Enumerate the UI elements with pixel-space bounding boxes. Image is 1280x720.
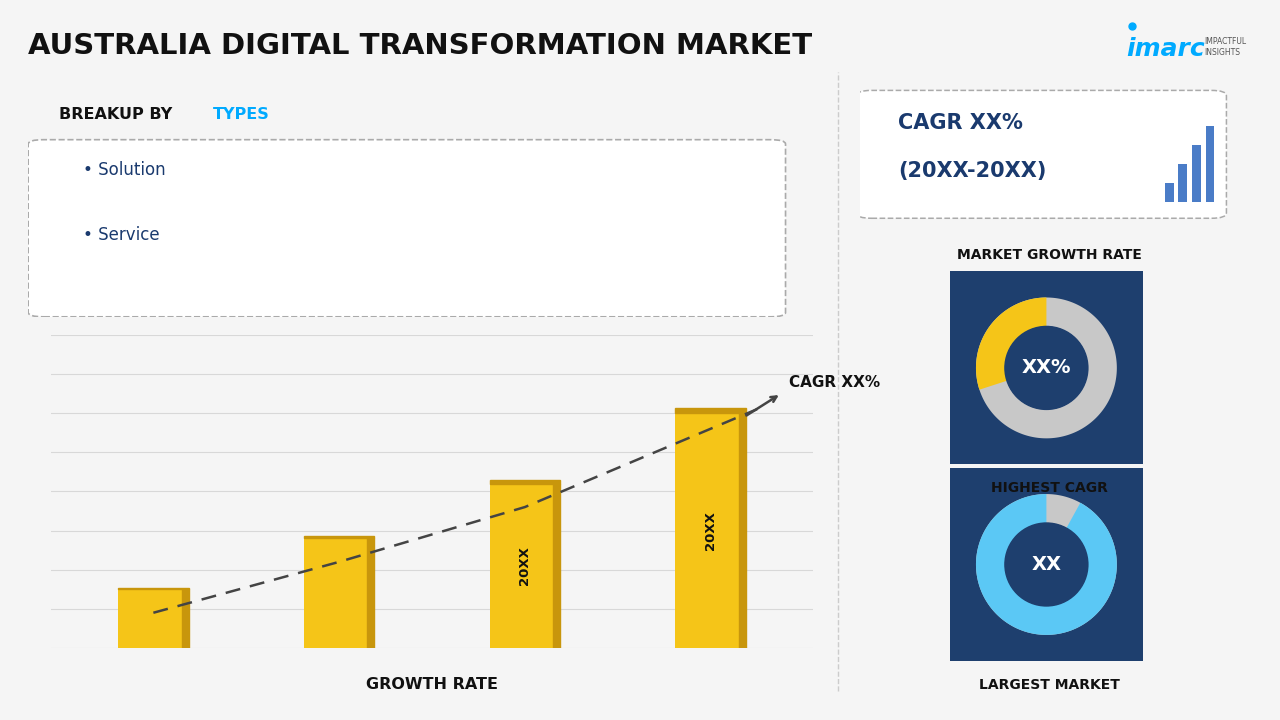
Bar — [676, 408, 746, 413]
Bar — [489, 484, 561, 648]
Bar — [1192, 145, 1201, 202]
Text: 20XX: 20XX — [518, 546, 531, 585]
Bar — [739, 413, 746, 648]
Bar — [182, 589, 188, 648]
Text: LARGEST MARKET: LARGEST MARKET — [979, 678, 1120, 692]
Polygon shape — [975, 494, 1117, 635]
Text: • Service: • Service — [83, 226, 160, 244]
Text: IMPACTFUL
INSIGHTS: IMPACTFUL INSIGHTS — [1204, 37, 1247, 58]
Bar — [1206, 127, 1215, 202]
Bar — [367, 539, 375, 648]
Text: GROWTH RATE: GROWTH RATE — [366, 678, 498, 693]
Text: XX: XX — [1032, 555, 1061, 574]
Polygon shape — [975, 297, 1047, 390]
FancyBboxPatch shape — [942, 264, 1151, 472]
Text: imarc: imarc — [1126, 37, 1206, 60]
Text: (20XX-20XX): (20XX-20XX) — [899, 161, 1046, 181]
Bar — [118, 588, 188, 589]
Text: BREAKUP BY: BREAKUP BY — [59, 107, 178, 122]
Text: 20XX: 20XX — [704, 511, 717, 550]
Bar — [676, 413, 746, 648]
Text: HIGHEST CAGR: HIGHEST CAGR — [991, 481, 1108, 495]
Polygon shape — [975, 297, 1117, 438]
FancyBboxPatch shape — [28, 140, 786, 317]
Bar — [303, 539, 375, 648]
Text: TYPES: TYPES — [214, 107, 270, 122]
Bar — [1165, 183, 1174, 202]
Polygon shape — [975, 494, 1117, 635]
Bar — [303, 536, 375, 539]
Text: CAGR XX%: CAGR XX% — [899, 113, 1023, 133]
Circle shape — [1005, 326, 1088, 410]
Text: CAGR XX%: CAGR XX% — [788, 374, 879, 390]
Circle shape — [1005, 523, 1088, 606]
Bar — [489, 480, 561, 484]
Bar — [118, 589, 188, 648]
Text: • Solution: • Solution — [83, 161, 165, 179]
Bar — [1179, 164, 1187, 202]
Text: AUSTRALIA DIGITAL TRANSFORMATION MARKET: AUSTRALIA DIGITAL TRANSFORMATION MARKET — [28, 32, 813, 60]
FancyBboxPatch shape — [942, 460, 1151, 669]
Text: MARKET GROWTH RATE: MARKET GROWTH RATE — [957, 248, 1142, 262]
FancyBboxPatch shape — [856, 91, 1226, 218]
Text: XX%: XX% — [1021, 359, 1071, 377]
Bar — [553, 484, 561, 648]
